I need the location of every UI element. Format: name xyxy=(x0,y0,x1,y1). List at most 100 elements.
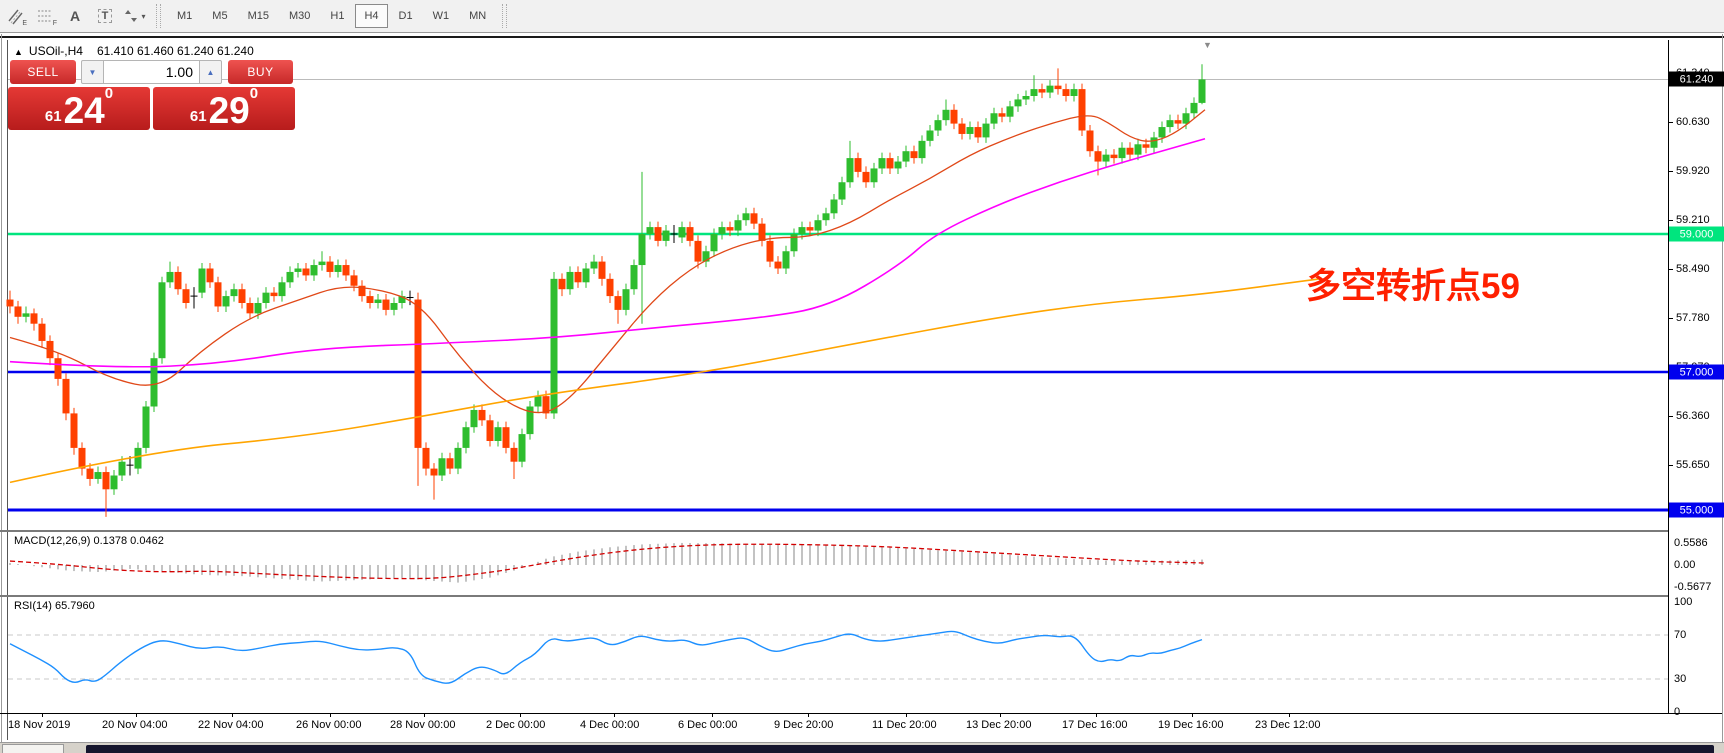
candle-body xyxy=(1022,96,1030,100)
candle-body xyxy=(518,434,526,462)
candle-body xyxy=(582,268,590,283)
candle-body xyxy=(686,227,694,241)
macd-signal-line xyxy=(9,543,1206,580)
chart-tab[interactable] xyxy=(2,744,64,753)
text-box-glyph: T xyxy=(97,9,113,23)
candle-body xyxy=(1158,127,1166,138)
time-tick-label: 2 Dec 00:00 xyxy=(486,719,546,731)
candle-body xyxy=(222,296,230,307)
candle-body xyxy=(214,282,222,307)
candle-body xyxy=(1134,144,1142,155)
timeframe-button-m30[interactable]: M30 xyxy=(288,10,311,22)
candle-body xyxy=(486,420,494,441)
candle-body xyxy=(1038,89,1046,93)
panel-divider[interactable] xyxy=(0,595,1668,597)
text-label-icon[interactable]: A xyxy=(69,8,81,24)
candle-body xyxy=(622,289,630,310)
volume-input[interactable] xyxy=(104,60,199,84)
time-tick-label: 17 Dec 16:00 xyxy=(1062,719,1128,731)
candle-body xyxy=(782,251,790,269)
candle-body xyxy=(158,282,166,359)
candle-body xyxy=(1070,89,1078,96)
rsi-label: RSI(14) 65.7960 xyxy=(14,600,95,612)
buy-price-sup: 0 xyxy=(249,85,259,102)
candle-body xyxy=(1126,147,1134,155)
timeframe-button-mn[interactable]: MN xyxy=(469,10,487,22)
toolbar: E F A T ▾ M1 M5 M15 M30 H1 H4 D1 W1 MN xyxy=(0,0,1724,33)
candle-body xyxy=(446,458,454,469)
volume-decrease-button[interactable]: ▼ xyxy=(81,60,104,84)
candle-body xyxy=(790,234,798,252)
candle-body xyxy=(886,158,894,169)
candle-body xyxy=(70,413,78,448)
timeframe-button-h4[interactable]: H4 xyxy=(355,4,388,28)
candle-body xyxy=(526,406,534,435)
candle-body xyxy=(678,227,686,238)
timeframe-button-w1[interactable]: W1 xyxy=(432,10,450,22)
candle-body xyxy=(966,127,974,134)
candle-body xyxy=(374,299,382,303)
candle-body xyxy=(246,303,254,314)
candle-body xyxy=(638,234,646,266)
time-tick-mark xyxy=(232,713,233,717)
timeframe-button-d1[interactable]: D1 xyxy=(398,10,413,22)
candle-body xyxy=(574,271,582,283)
window-border xyxy=(1722,34,1723,753)
toolbar-separator[interactable] xyxy=(502,4,508,28)
fibonacci-retracement-icon[interactable]: F xyxy=(31,3,59,29)
text-box-icon[interactable]: T xyxy=(91,3,119,29)
buy-button[interactable]: BUY xyxy=(228,60,293,84)
sell-price-big: 24 xyxy=(63,90,105,131)
toolbar-separator[interactable] xyxy=(156,4,161,28)
time-tick-label: 18 Nov 2019 xyxy=(8,719,71,731)
candle-body xyxy=(742,213,750,221)
window-border xyxy=(0,36,1724,38)
timeframe-button-m1[interactable]: M1 xyxy=(177,10,193,22)
candle-body xyxy=(110,475,118,490)
candle-body xyxy=(22,313,30,317)
candle-body xyxy=(798,227,806,234)
buy-price-display[interactable]: 61 29 0 xyxy=(153,85,295,131)
price-axis-line xyxy=(1668,40,1669,713)
chart-shift-marker: ▼ xyxy=(1203,40,1212,50)
price-tick-label: 55.650 xyxy=(1676,459,1710,472)
time-tick-mark xyxy=(520,713,521,717)
candle-body xyxy=(982,123,990,138)
candle-body xyxy=(694,240,702,262)
candle-body xyxy=(1166,120,1174,128)
candle-body xyxy=(150,358,158,407)
macd-axis-label: 0.00 xyxy=(1674,559,1696,571)
volume-increase-button[interactable]: ▲ xyxy=(199,60,222,84)
candle-body xyxy=(198,268,206,293)
time-tick-label: 6 Dec 00:00 xyxy=(678,719,738,731)
time-tick-mark xyxy=(1192,713,1193,717)
macd-label: MACD(12,26,9) 0.1378 0.0462 xyxy=(14,535,164,547)
timeframe-button-h1[interactable]: H1 xyxy=(330,10,345,22)
candle-body xyxy=(806,227,814,231)
buy-price-big: 29 xyxy=(208,90,250,131)
lower-window-bar xyxy=(86,745,1714,753)
sell-price-small: 61 xyxy=(44,108,62,125)
candle-body xyxy=(62,378,70,414)
candle-body xyxy=(454,447,462,469)
candle-body xyxy=(1086,130,1094,152)
price-tick-label: 59.920 xyxy=(1676,164,1710,177)
shapes-dropdown-icon[interactable]: ▾ xyxy=(121,3,149,29)
candle-body xyxy=(294,268,302,272)
price-tick-mark xyxy=(1668,416,1673,418)
timeframe-button-m5[interactable]: M5 xyxy=(212,10,228,22)
time-tick-label: 11 Dec 20:00 xyxy=(872,719,937,731)
panel-divider[interactable] xyxy=(0,530,1668,532)
rsi-axis-label: 30 xyxy=(1674,673,1687,685)
candle-body xyxy=(358,285,366,297)
panel-collapse-toggle[interactable]: ▲ xyxy=(14,47,23,57)
equidistant-channel-icon[interactable]: E xyxy=(1,3,29,29)
timeframe-button-m15[interactable]: M15 xyxy=(247,10,269,22)
candle-body xyxy=(926,130,934,141)
candle-body xyxy=(590,261,598,269)
sell-button[interactable]: SELL xyxy=(10,60,76,84)
candle-body xyxy=(174,271,182,290)
sell-price-display[interactable]: 61 24 0 xyxy=(8,85,150,131)
candle-body xyxy=(1062,89,1070,96)
